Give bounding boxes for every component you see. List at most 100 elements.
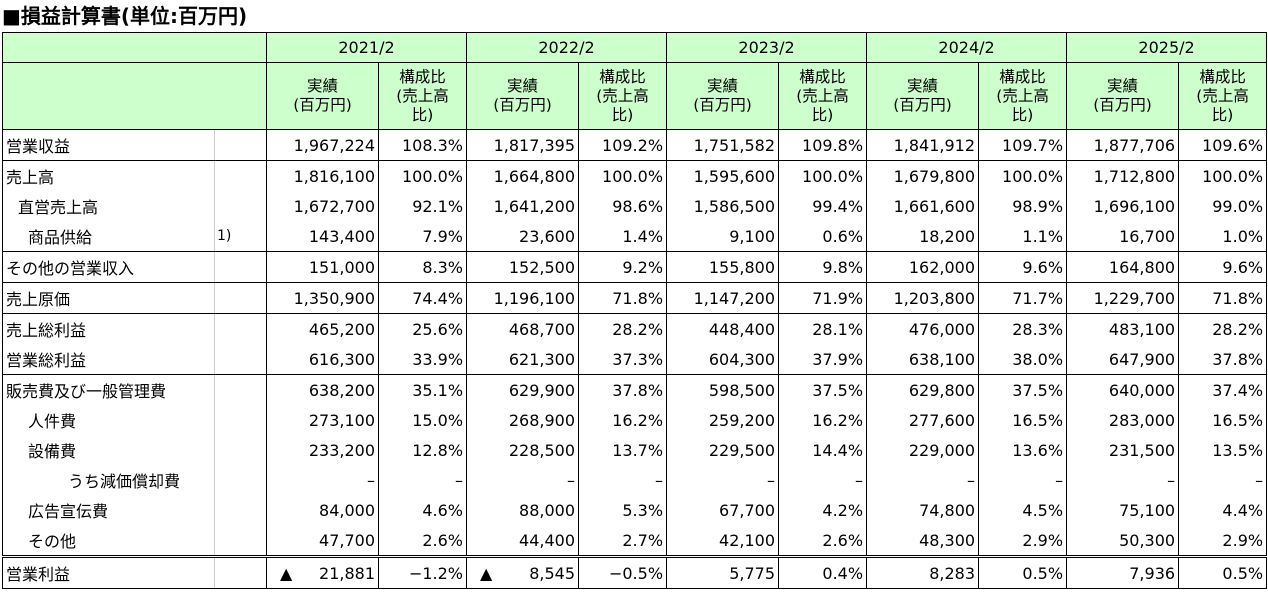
row-note <box>214 160 267 191</box>
row-label: 設備費 <box>2 435 215 465</box>
ratio-value-cell: 14.4% <box>778 435 868 465</box>
row-note: 1) <box>214 221 267 252</box>
actual-value-cell: 1,203,800 <box>866 282 980 314</box>
ratio-value-cell: 13.5% <box>1178 435 1268 465</box>
table-row: 商品供給 1) 143,400 7.9% 23,600 1.4% 9,100 0.6% 18,2… <box>2 221 1268 252</box>
ratio-value-cell: 99.0% <box>1178 191 1268 221</box>
row-note <box>214 129 267 161</box>
ratio-value-cell: – <box>1178 465 1268 495</box>
actual-value-cell: – <box>1066 465 1180 495</box>
actual-value-cell: 1,679,800 <box>866 160 980 191</box>
actual-value-cell: 1,147,200 <box>666 282 780 314</box>
row-note <box>214 435 267 465</box>
actual-value-cell: 598,500 <box>666 374 780 405</box>
actual-value-cell: 143,400 <box>266 221 379 252</box>
actual-value-cell: 647,900 <box>1066 344 1180 375</box>
actual-value-cell: 283,000 <box>1066 405 1180 435</box>
row-label: 営業総利益 <box>2 344 215 375</box>
ratio-value-cell: 0.6% <box>778 221 868 252</box>
table-row: 売上高 1,816,100 100.0% 1,664,800 100.0% 1,595,6… <box>2 160 1268 191</box>
ratio-value-cell: 71.9% <box>778 282 868 314</box>
ratio-value-cell: 71.7% <box>978 282 1068 314</box>
ratio-value-cell: 0.4% <box>778 555 868 589</box>
actual-value-cell: 1,816,100 <box>266 160 379 191</box>
ratio-value-cell: 33.9% <box>377 344 468 375</box>
actual-header: 実績 (百万円) <box>1066 62 1180 130</box>
ratio-header: 構成比 (売上高 比) <box>978 62 1068 130</box>
actual-value-cell: 1,817,395 <box>466 129 580 161</box>
table-row: 売上原価 1,350,900 74.4% 1,196,100 71.8% 1,147,20… <box>2 282 1268 314</box>
row-label: 売上総利益 <box>2 313 215 344</box>
row-label: 売上原価 <box>2 282 215 314</box>
ratio-value-cell: 99.4% <box>778 191 868 221</box>
ratio-value-cell: – <box>978 465 1068 495</box>
year-header: 2024/2 <box>866 32 1068 63</box>
row-label: 直営売上高 <box>2 191 215 221</box>
actual-value-cell: 465,200 <box>266 313 379 344</box>
income-statement-table: 2021/2 2022/2 2023/2 2024/2 2025/2 実績 (百万円) 構成… <box>2 32 1268 589</box>
row-label: その他 <box>2 525 215 557</box>
negative-triangle-icon: ▲ <box>480 563 493 583</box>
ratio-value-cell: 5.3% <box>578 495 668 525</box>
ratio-value-cell: 2.7% <box>578 525 668 557</box>
ratio-value-cell: 37.5% <box>778 374 868 405</box>
actual-header: 実績 (百万円) <box>666 62 780 130</box>
ratio-value-cell: 7.9% <box>377 221 468 252</box>
ratio-value-cell: 4.4% <box>1178 495 1268 525</box>
actual-value-cell: – <box>866 465 980 495</box>
page-title: ■損益計算書(単位:百万円) <box>2 4 248 28</box>
actual-value-cell: 151,000 <box>266 251 379 283</box>
table-row: 営業総利益 616,300 33.9% 621,300 37.3% 604,300 37.9… <box>2 344 1268 375</box>
ratio-value-cell: 37.5% <box>978 374 1068 405</box>
ratio-value-cell: −0.5% <box>578 555 668 589</box>
ratio-value-cell: 1.1% <box>978 221 1068 252</box>
row-label: 販売費及び一般管理費 <box>2 374 215 405</box>
actual-value-cell: 155,800 <box>666 251 780 283</box>
ratio-value-cell: 8.3% <box>377 251 468 283</box>
ratio-value-cell: 16.5% <box>978 405 1068 435</box>
actual-value-cell: 7,936 <box>1066 555 1180 589</box>
ratio-value-cell: −1.2% <box>377 555 468 589</box>
actual-value-cell: 50,300 <box>1066 525 1180 557</box>
ratio-value-cell: 28.2% <box>1178 313 1268 344</box>
ratio-value-cell: 4.5% <box>978 495 1068 525</box>
actual-value-cell: 640,000 <box>1066 374 1180 405</box>
ratio-value-cell: 16.2% <box>578 405 668 435</box>
actual-value-cell: 75,100 <box>1066 495 1180 525</box>
ratio-value-cell: 2.9% <box>1178 525 1268 557</box>
actual-value-cell: 616,300 <box>266 344 379 375</box>
actual-value-cell: 1,664,800 <box>466 160 580 191</box>
actual-value-cell: 1,595,600 <box>666 160 780 191</box>
year-header: 2023/2 <box>666 32 868 63</box>
actual-value-cell: 1,196,100 <box>466 282 580 314</box>
ratio-value-cell: 2.6% <box>778 525 868 557</box>
actual-value-cell: 47,700 <box>266 525 379 557</box>
ratio-value-cell: 25.6% <box>377 313 468 344</box>
ratio-value-cell: 2.9% <box>978 525 1068 557</box>
actual-value-cell: 162,000 <box>866 251 980 283</box>
actual-value-cell: 1,751,582 <box>666 129 780 161</box>
ratio-value-cell: 4.2% <box>778 495 868 525</box>
ratio-value-cell: 16.2% <box>778 405 868 435</box>
actual-value-cell: 23,600 <box>466 221 580 252</box>
ratio-value-cell: 109.8% <box>778 129 868 161</box>
ratio-value-cell: 9.6% <box>1178 251 1268 283</box>
actual-value-cell: 1,841,912 <box>866 129 980 161</box>
row-label: 営業収益 <box>2 129 215 161</box>
actual-header: 実績 (百万円) <box>266 62 379 130</box>
actual-value-cell: 1,696,100 <box>1066 191 1180 221</box>
ratio-value-cell: 100.0% <box>1178 160 1268 191</box>
actual-value-cell: 9,100 <box>666 221 780 252</box>
ratio-value-cell: 38.0% <box>978 344 1068 375</box>
row-note <box>214 495 267 525</box>
actual-value-cell: – <box>466 465 580 495</box>
ratio-value-cell: 37.3% <box>578 344 668 375</box>
table-row: うち減価償却費 – – – – – – – – – – <box>2 465 1268 495</box>
row-note <box>214 465 267 495</box>
negative-triangle-icon: ▲ <box>280 563 293 583</box>
row-label: その他の営業収入 <box>2 251 215 283</box>
ratio-value-cell: 98.9% <box>978 191 1068 221</box>
ratio-header: 構成比 (売上高 比) <box>578 62 668 130</box>
ratio-value-cell: 37.9% <box>778 344 868 375</box>
row-note <box>214 251 267 283</box>
